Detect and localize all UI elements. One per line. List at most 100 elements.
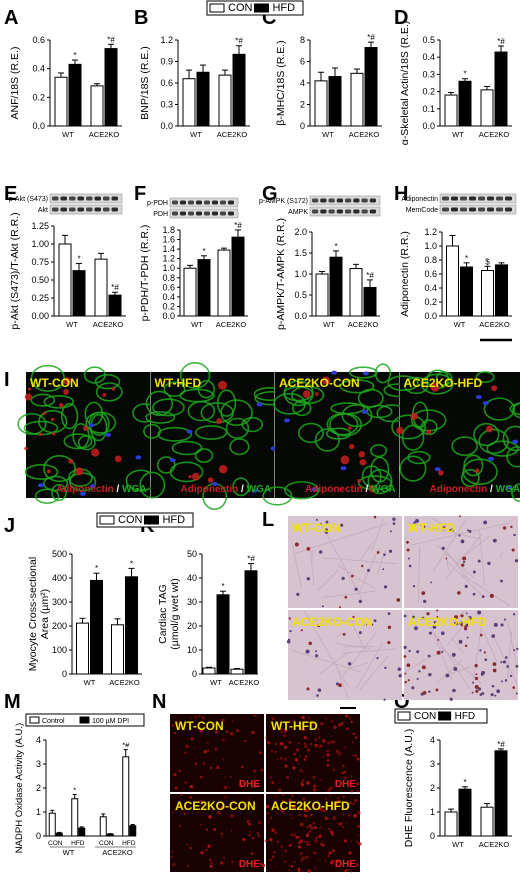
stained-cell	[422, 691, 427, 695]
stained-cell	[388, 549, 393, 553]
dhe-signal	[288, 741, 292, 744]
stained-cell	[371, 623, 374, 626]
dhe-signal	[258, 821, 262, 825]
dhe-signal	[266, 812, 269, 815]
micrograph-title: WT-CON	[175, 719, 224, 733]
tissue-fiber	[356, 577, 376, 589]
cell-outline	[297, 422, 325, 444]
stained-cell	[472, 570, 476, 574]
significance-mark: *	[95, 564, 98, 573]
tissue-fiber	[342, 648, 396, 654]
adiponectin-signal	[68, 458, 74, 464]
bar-hfd-ace2ko	[232, 53, 246, 127]
micrograph-n-ace2ko-hfd: ACE2KO-HFD DHE	[264, 793, 362, 873]
bar-hfd-wt	[458, 788, 472, 837]
blot-band	[196, 200, 202, 205]
dhe-signal	[200, 823, 202, 826]
dhe-signal	[242, 868, 244, 870]
tissue-fiber	[447, 617, 470, 646]
stained-cell	[490, 693, 494, 697]
dhe-signal	[255, 786, 257, 788]
dhe-signal	[277, 729, 280, 731]
micrograph-n-wt-con: WT-CON DHE	[169, 713, 264, 792]
dhe-signal	[332, 816, 337, 821]
bar-con-wt	[444, 811, 458, 837]
stained-cell	[483, 520, 488, 525]
tissue-fiber	[410, 522, 511, 546]
dhe-signal	[185, 843, 188, 846]
cell-outline	[94, 373, 121, 390]
dhe-signal	[261, 863, 265, 868]
blot-band	[487, 207, 494, 212]
blot-band	[228, 211, 234, 216]
dhe-signal	[240, 765, 244, 769]
dhe-signal	[215, 730, 219, 734]
y-tick-label: 500	[52, 549, 67, 559]
x-tick-label: WT	[191, 320, 203, 329]
y-tick-label: 1.0	[294, 269, 307, 279]
blot-band	[328, 198, 335, 203]
dhe-signal	[343, 869, 347, 873]
blot-band	[204, 211, 210, 216]
cell-outline	[290, 385, 325, 405]
stained-cell	[504, 679, 508, 682]
cell-outline	[61, 402, 79, 430]
nucleus	[434, 467, 441, 472]
y-axis-label-2: Area (µm²)	[39, 589, 51, 639]
stained-cell	[465, 612, 468, 615]
panel-letter-a: A	[4, 7, 18, 29]
dhe-signal	[284, 758, 287, 761]
y-tick-label: 0.6	[424, 269, 437, 279]
cell-outline	[83, 366, 106, 384]
cell-outline	[283, 386, 314, 402]
bar-con-ace2ko	[94, 258, 108, 317]
tissue-fiber	[310, 550, 314, 563]
stain-adiponectin: Adiponectin	[430, 484, 488, 495]
cell-outline	[145, 390, 173, 417]
dhe-signal	[280, 808, 284, 812]
dhe-signal	[317, 858, 319, 861]
dhe-signal	[291, 794, 294, 797]
dhe-signal	[172, 862, 176, 867]
dhe-signal	[183, 812, 186, 815]
adiponectin-signal	[491, 385, 498, 392]
dhe-signal	[254, 784, 257, 787]
dhe-signal	[288, 798, 292, 802]
cell-outline	[463, 454, 484, 477]
cell-outline	[511, 483, 520, 503]
stained-cell	[305, 649, 310, 654]
dhe-signal	[317, 728, 320, 731]
stain-caption: DHE	[239, 779, 260, 790]
dhe-signal	[268, 821, 270, 824]
bar-hfd-wt	[216, 594, 230, 675]
blot-band	[496, 196, 503, 201]
y-tick-label: 0.25	[31, 293, 49, 303]
dhe-signal	[174, 786, 178, 790]
dhe-signal	[250, 865, 253, 868]
y-tick-label: 0.4	[422, 52, 435, 62]
chart-h: 0.0 0.2 0.4 0.6 0.8 1.0 1.2 Adiponectin (R.R.) *…	[399, 227, 512, 329]
dhe-signal	[341, 825, 344, 828]
dhe-signal	[269, 776, 273, 779]
blot-band	[52, 196, 59, 201]
dhe-signal	[348, 868, 351, 871]
stained-cell	[515, 664, 519, 668]
nucleus	[362, 371, 369, 376]
dhe-signal	[274, 831, 277, 835]
blot-band	[220, 211, 226, 216]
tissue-fiber	[446, 551, 468, 578]
stained-cell	[468, 529, 472, 533]
dhe-signal	[313, 826, 317, 830]
micrograph-title: ACE2KO-HFD	[408, 615, 487, 629]
dhe-signal	[304, 744, 308, 749]
stained-cell	[462, 560, 466, 564]
dhe-signal	[209, 766, 213, 770]
adiponectin-signal	[438, 470, 444, 476]
dhe-signal	[328, 827, 331, 830]
dhe-signal	[313, 870, 315, 872]
cell-outline	[34, 488, 60, 504]
dhe-signal	[319, 826, 322, 828]
blot-band	[353, 209, 360, 214]
blot-band	[336, 198, 343, 203]
dhe-signal	[296, 749, 300, 752]
